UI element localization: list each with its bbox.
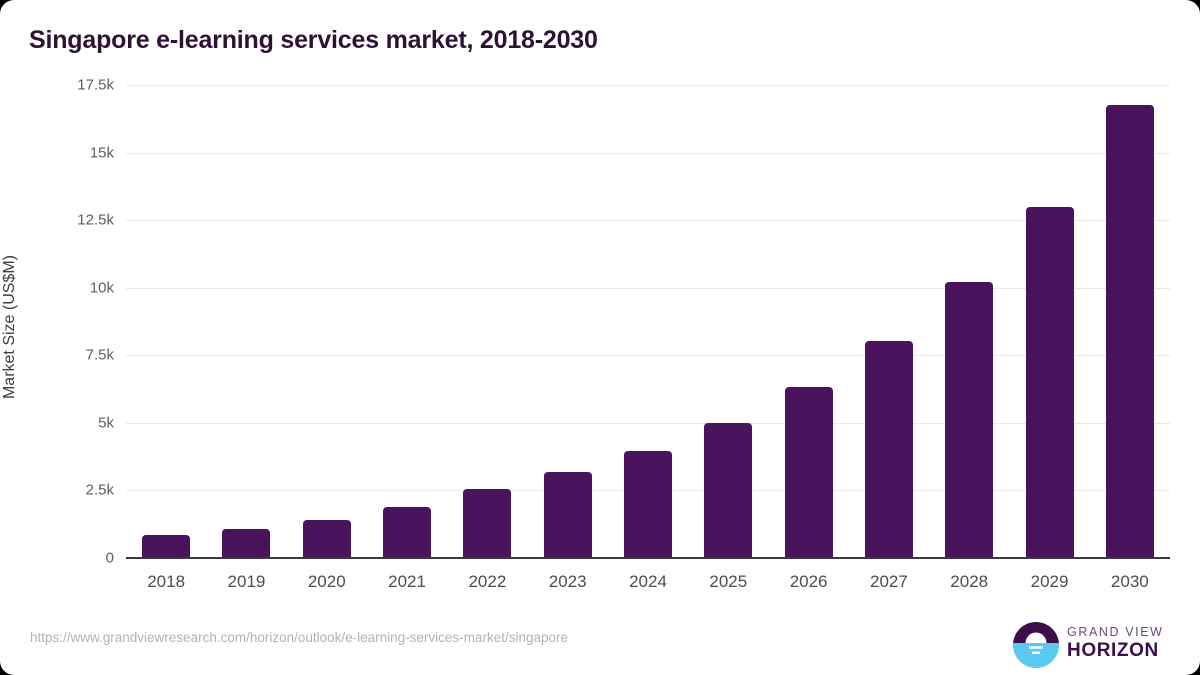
grand-view-horizon-logo[interactable]: GRAND VIEW HORIZON: [1013, 621, 1165, 671]
x-tick-label: 2023: [548, 572, 587, 591]
x-tick-label: 2018: [147, 572, 186, 591]
bar[interactable]: [1105, 105, 1154, 558]
bar[interactable]: [302, 520, 351, 558]
logo-text: GRAND VIEW HORIZON: [1067, 624, 1167, 662]
x-tick-label: 2026: [789, 572, 828, 591]
y-tick-label: 10k: [89, 279, 114, 297]
x-axis-line: [126, 557, 1170, 559]
x-tick-label: 2021: [388, 572, 426, 591]
gridline: [126, 152, 1170, 154]
x-tick-label: 2027: [870, 572, 908, 591]
x-tick-label: 2020: [307, 572, 346, 591]
x-tick-label: 2028: [950, 572, 989, 591]
bar[interactable]: [222, 528, 271, 558]
x-tick-label: 2024: [629, 572, 667, 591]
x-tick-label: 2022: [468, 572, 507, 591]
bar[interactable]: [383, 507, 432, 558]
gridline: [126, 85, 1170, 86]
y-tick-label: 17.5k: [77, 76, 114, 94]
gridline: [126, 287, 1170, 289]
bar[interactable]: [142, 534, 191, 558]
source-url[interactable]: https://www.grandviewresearch.com/horizo…: [30, 630, 568, 645]
y-tick-label: 15k: [89, 144, 114, 162]
y-axis-title: Market Size (US$M): [1, 254, 18, 400]
gridline: [126, 422, 1170, 424]
x-tick-label: 2025: [709, 572, 748, 591]
logo-brand-bottom: HORIZON: [1067, 640, 1159, 661]
y-tick-label: 7.5k: [85, 346, 114, 364]
x-tick-label: 2030: [1110, 572, 1149, 591]
y-tick-label: 5k: [98, 414, 114, 432]
bar[interactable]: [784, 386, 833, 558]
bar[interactable]: [543, 472, 592, 558]
bar[interactable]: [704, 422, 753, 558]
bar[interactable]: [463, 489, 512, 558]
logo-brand-top: GRAND VIEW: [1067, 625, 1164, 639]
x-tick-label: 2019: [227, 572, 266, 591]
x-tick-label: 2029: [1030, 572, 1069, 591]
y-tick-label: 0: [105, 549, 114, 567]
plot-area: [126, 85, 1170, 558]
chart-title: Singapore e-learning services market, 20…: [29, 26, 598, 54]
gridline: [126, 220, 1170, 222]
bar[interactable]: [1025, 206, 1074, 558]
bar[interactable]: [624, 450, 672, 558]
gridline: [126, 355, 1170, 357]
y-tick-label: 12.5k: [77, 211, 114, 229]
horizon-sun-icon: [1013, 622, 1059, 668]
y-tick-label: 2.5k: [85, 481, 114, 499]
bar[interactable]: [945, 281, 994, 558]
bar[interactable]: [864, 340, 913, 558]
